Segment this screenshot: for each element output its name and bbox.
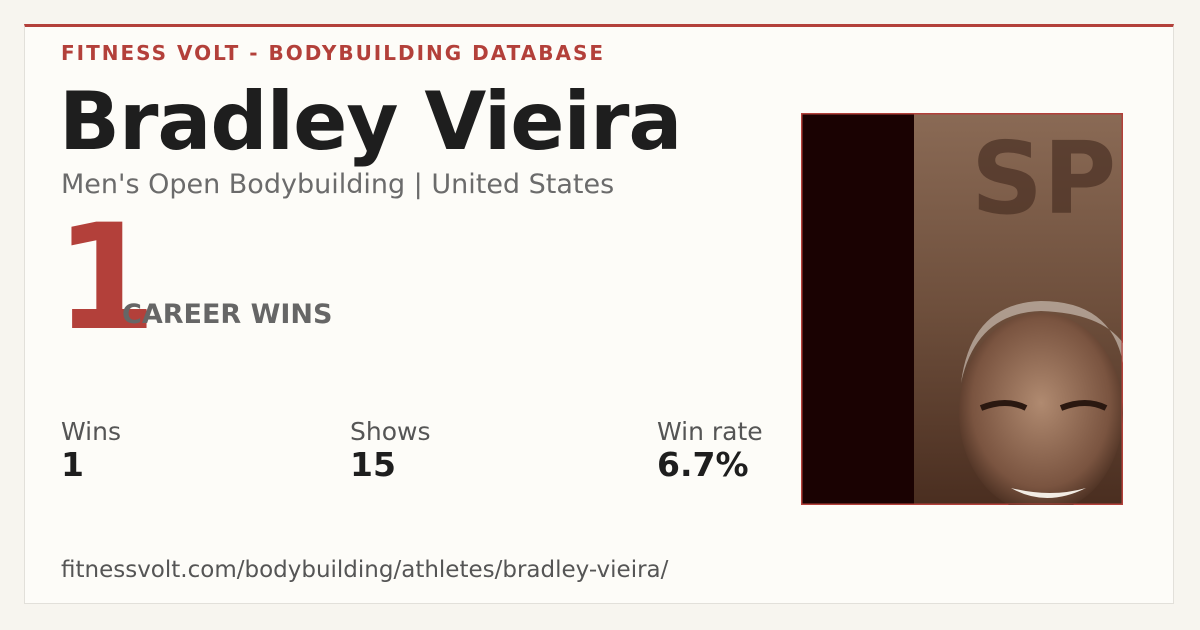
stat-value: 15 (350, 445, 396, 484)
highlight-number: 1 (55, 193, 157, 363)
athlete-subtitle: Men's Open Bodybuilding | United States (61, 169, 615, 200)
stat-label: Shows (350, 417, 431, 446)
stat-value: 6.7% (657, 445, 749, 484)
stat-label: Wins (61, 417, 121, 446)
stat-label: Win rate (657, 417, 763, 446)
athlete-photo: SP (801, 113, 1123, 505)
brand: FITNESS VOLT - BODYBUILDING DATABASE (61, 41, 606, 65)
athlete-card: FITNESS VOLT - BODYBUILDING DATABASE Bra… (24, 24, 1174, 604)
svg-text:SP: SP (971, 120, 1116, 237)
stat-value: 1 (61, 445, 84, 484)
athlete-name: Bradley Vieira (59, 75, 682, 168)
highlight-label: CAREER WINS (122, 299, 333, 330)
page-url: fitnessvolt.com/bodybuilding/athletes/br… (61, 557, 669, 583)
